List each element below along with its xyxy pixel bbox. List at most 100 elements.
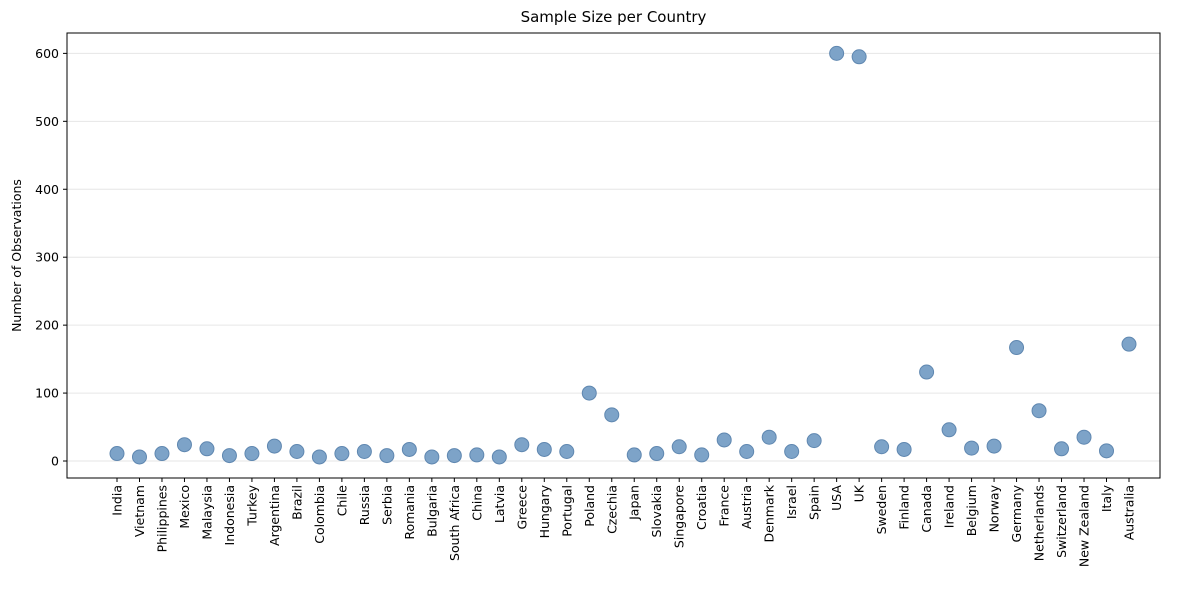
x-tick-label: Argentina	[267, 485, 282, 546]
data-point	[649, 446, 665, 462]
x-tick-label: USA	[829, 485, 844, 511]
y-axis-title: Number of Observations	[9, 179, 24, 332]
data-point	[199, 441, 215, 457]
data-point	[1009, 340, 1025, 356]
x-tick-label: Israel	[784, 485, 799, 519]
x-tick-label: Mexico	[177, 485, 192, 529]
data-point	[491, 449, 507, 465]
x-tick-label: Switzerland	[1054, 485, 1069, 558]
data-point	[446, 448, 462, 464]
data-point	[244, 446, 260, 462]
x-tick-label: France	[717, 485, 732, 527]
data-point	[559, 444, 575, 460]
x-tick-label: Romania	[402, 485, 417, 540]
x-tick-label: Spain	[807, 485, 822, 520]
data-point	[626, 447, 642, 463]
x-tick-label: Germany	[1009, 484, 1024, 542]
data-point	[221, 448, 237, 464]
data-point	[334, 446, 350, 462]
data-point	[424, 449, 440, 465]
data-point	[154, 446, 170, 462]
data-point	[379, 448, 395, 464]
y-tick-label: 300	[35, 250, 59, 265]
x-tick-label: Russia	[357, 485, 372, 525]
x-tick-label: Chile	[334, 485, 349, 517]
x-tick-label: Italy	[1099, 484, 1114, 512]
x-tick-label: Ireland	[942, 485, 957, 528]
data-point	[784, 444, 800, 460]
x-axis: India Vietnam Philippines Mexico Malaysia Ind…	[110, 478, 1137, 567]
data-point	[311, 449, 327, 465]
data-point	[131, 449, 147, 465]
data-point	[829, 45, 845, 61]
data-point	[694, 447, 710, 463]
x-tick-label: Canada	[919, 485, 934, 533]
x-tick-label: Indonesia	[222, 485, 237, 545]
y-tick-label: 0	[51, 454, 59, 469]
data-point	[176, 437, 192, 453]
x-tick-label: Bulgaria	[424, 485, 439, 537]
data-point	[469, 447, 485, 463]
data-point	[1121, 336, 1137, 352]
x-tick-label: Malaysia	[199, 485, 214, 540]
x-tick-label: Philippines	[154, 485, 169, 552]
data-point	[919, 364, 935, 380]
data-point	[514, 437, 530, 453]
y-tick-label: 200	[35, 318, 59, 333]
gridlines	[67, 52, 1160, 462]
data-point	[536, 441, 552, 457]
x-tick-label: Denmark	[762, 484, 777, 542]
data-point	[986, 438, 1002, 454]
x-tick-label: Slovakia	[649, 485, 664, 537]
x-tick-label: Netherlands	[1032, 485, 1047, 561]
y-axis: 0 100 200 300 400 500 600	[35, 46, 67, 469]
data-point	[266, 438, 282, 454]
x-tick-label: Sweden	[874, 485, 889, 534]
x-tick-label: New Zealand	[1077, 485, 1092, 567]
x-tick-label: China	[469, 485, 484, 521]
x-tick-label: Greece	[514, 485, 529, 530]
x-tick-label: Austria	[739, 485, 754, 529]
data-point	[806, 433, 822, 449]
data-point	[671, 439, 687, 455]
data-point	[851, 49, 867, 65]
x-tick-label: UK	[852, 484, 867, 502]
x-tick-label: Turkey	[244, 484, 259, 526]
y-tick-label: 600	[35, 46, 59, 61]
x-tick-label: Colombia	[312, 485, 327, 544]
y-tick-label: 500	[35, 114, 59, 129]
x-tick-label: Vietnam	[132, 485, 147, 537]
x-tick-label: Latvia	[492, 485, 507, 523]
data-point	[964, 440, 980, 456]
data-point	[1054, 441, 1070, 457]
x-tick-label: Japan	[627, 485, 642, 521]
x-tick-label: Hungary	[537, 484, 552, 538]
data-point	[896, 441, 912, 457]
data-point	[941, 422, 957, 438]
data-point	[356, 444, 372, 460]
data-point	[1099, 443, 1115, 459]
x-tick-label: India	[110, 485, 125, 516]
x-tick-label: Poland	[582, 485, 597, 527]
data-point	[874, 439, 890, 455]
x-tick-label: Finland	[897, 485, 912, 530]
data-point	[1076, 429, 1092, 445]
data-point	[289, 444, 305, 460]
y-tick-label: 100	[35, 386, 59, 401]
x-tick-label: Croatia	[694, 485, 709, 530]
data-point	[581, 385, 597, 401]
x-tick-label: Brazil	[289, 485, 304, 520]
data-points	[109, 45, 1137, 465]
data-point	[604, 407, 620, 423]
data-point	[401, 441, 417, 457]
x-tick-label: Portugal	[559, 485, 574, 537]
x-tick-label: Serbia	[379, 485, 394, 525]
x-tick-label: Singapore	[672, 485, 687, 548]
x-tick-label: South Africa	[447, 485, 462, 561]
x-tick-label: Australia	[1122, 485, 1137, 540]
chart-title: Sample Size per Country	[521, 8, 707, 26]
data-point	[109, 446, 125, 462]
data-point	[739, 444, 755, 460]
data-point	[761, 429, 777, 445]
